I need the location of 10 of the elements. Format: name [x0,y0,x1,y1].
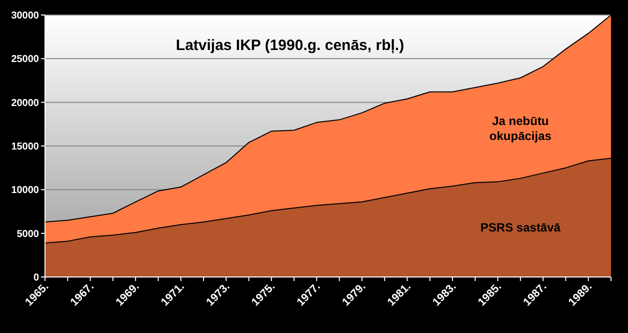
text: Latvijas IKP (1990.g. cenās, rbļ.) [176,37,404,54]
series-label: Ja nebūtu okupācijas [489,114,552,144]
y-tick-label: 15000 [11,142,40,152]
y-tick-label: 25000 [11,54,40,66]
series-label: PSRS sastāvā [480,220,561,235]
y-tick-label: 30000 [11,10,40,22]
y-tick-label: 10000 [11,185,40,196]
y-tick-label: 5000 [16,228,40,240]
y-tick-label: 0 [33,272,40,284]
y-tick-label: 20000 [11,98,40,109]
